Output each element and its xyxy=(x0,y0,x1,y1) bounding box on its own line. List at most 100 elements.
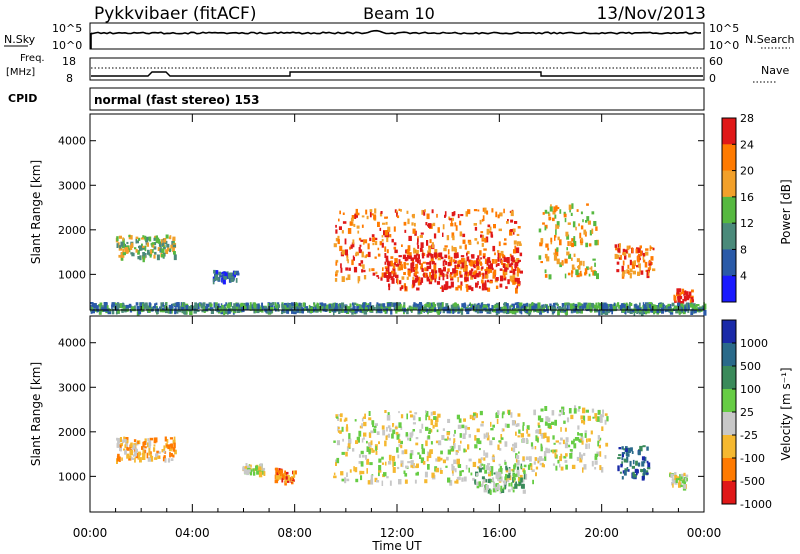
power-echo-cell xyxy=(392,263,395,266)
power-echo-cell xyxy=(500,250,504,256)
power-echo-cell xyxy=(157,247,161,251)
velocity-echo-cell xyxy=(520,465,523,469)
velocity-echo-cell xyxy=(376,480,380,483)
velocity-echo-cell xyxy=(361,423,363,428)
velocity-echo-cell xyxy=(522,425,524,431)
velocity-echo-cell xyxy=(498,440,502,443)
power-echo-cell xyxy=(449,218,452,221)
power-echo-cell xyxy=(677,297,681,303)
velocity-echo-cell xyxy=(537,438,539,443)
power-echo-cell xyxy=(586,304,590,310)
power-echo-cell xyxy=(481,282,485,288)
power-echo-cell xyxy=(685,291,689,297)
power-echo-cell xyxy=(483,248,487,251)
power-echo-cell xyxy=(554,302,558,306)
power-echo-cell xyxy=(350,244,353,249)
velocity-echo-cell xyxy=(252,468,255,472)
velocity-echo-cell xyxy=(485,484,489,490)
velocity-echo-cell xyxy=(242,467,246,471)
power-echo-cell xyxy=(414,275,419,278)
velocity-echo-cell xyxy=(126,453,130,459)
velocity-echo-cell xyxy=(387,412,390,417)
velocity-echo-cell xyxy=(544,456,547,461)
power-echo-cell xyxy=(424,209,426,213)
power-echo-cell xyxy=(406,262,409,266)
velocity-echo-cell xyxy=(583,452,586,456)
power-echo-cell xyxy=(484,258,489,264)
velocity-echo-cell xyxy=(563,420,566,424)
velocity-echo-cell xyxy=(461,424,465,429)
power-echo-cell xyxy=(464,271,468,275)
power-echo-cell xyxy=(128,234,131,238)
velocity-echo-cell xyxy=(512,489,515,493)
velocity-echo-cell xyxy=(172,454,175,458)
velocity-echo-cell xyxy=(275,472,277,476)
velocity-echo-cell xyxy=(435,467,439,473)
power-echo-cell xyxy=(404,285,407,291)
velocity-echo-cell xyxy=(441,435,445,440)
velocity-y-axis-label: Slant Range [km] xyxy=(29,362,43,466)
power-echo-cell xyxy=(487,287,491,292)
velocity-echo-cell xyxy=(564,459,568,463)
power-echo-cell xyxy=(270,307,274,311)
power-echo-cell xyxy=(624,309,627,314)
power-echo-cell xyxy=(156,254,160,261)
power-echo-cell xyxy=(126,241,129,245)
velocity-echo-cell xyxy=(681,480,686,484)
power-echo-cell xyxy=(693,305,697,309)
power-echo-cell xyxy=(385,268,388,272)
velocity-echo-cell xyxy=(487,463,491,466)
velocity-y-tick-label: 1000 xyxy=(58,470,86,483)
power-echo-cell xyxy=(377,276,380,279)
velocity-echo-cell xyxy=(378,458,382,463)
velocity-echo-cell xyxy=(381,462,385,465)
power-echo-cell xyxy=(643,252,646,257)
velocity-echo-cell xyxy=(516,455,520,460)
velocity-echo-cell xyxy=(501,488,505,493)
velocity-echo-cell xyxy=(574,437,578,441)
velocity-colorbar-swatch xyxy=(722,366,736,390)
velocity-echo-cell xyxy=(493,481,495,485)
velocity-echo-cell xyxy=(397,454,400,459)
power-echo-cell xyxy=(230,276,234,279)
velocity-echo-cell xyxy=(127,447,131,451)
power-echo-cell xyxy=(591,211,595,215)
velocity-echo-cell xyxy=(430,441,433,445)
power-echo-cell xyxy=(166,245,170,252)
power-echo-cell xyxy=(414,303,417,306)
velocity-echo-cell xyxy=(375,446,377,452)
velocity-echo-cell xyxy=(632,471,635,477)
power-echo-cell xyxy=(645,303,649,309)
velocity-echo-cell xyxy=(482,481,484,486)
power-echo-cell xyxy=(361,307,364,311)
velocity-echo-cell xyxy=(537,422,540,426)
velocity-echo-cell xyxy=(536,429,540,433)
velocity-echo-cell xyxy=(591,460,594,467)
velocity-echo-cell xyxy=(487,471,490,474)
power-echo-cell xyxy=(487,259,489,265)
power-echo-cell xyxy=(481,279,484,284)
power-echo-cell xyxy=(578,223,580,227)
power-echo-cell xyxy=(135,236,139,239)
velocity-echo-cell xyxy=(596,416,600,422)
velocity-echo-cell xyxy=(130,457,135,460)
velocity-echo-cell xyxy=(621,461,623,466)
power-echo-cell xyxy=(467,209,471,215)
power-echo-cell xyxy=(352,239,355,245)
power-echo-cell xyxy=(433,269,436,273)
velocity-echo-cell xyxy=(116,455,120,462)
power-echo-cell xyxy=(127,249,130,253)
velocity-echo-cell xyxy=(157,455,160,459)
velocity-echo-cell xyxy=(495,471,499,477)
power-echo-cell xyxy=(335,229,338,234)
velocity-echo-cell xyxy=(516,459,520,466)
power-echo-cell xyxy=(134,247,137,250)
power-echo-cell xyxy=(539,309,543,315)
velocity-echo-cell xyxy=(255,465,259,470)
power-echo-cell xyxy=(169,235,172,240)
velocity-echo-cell xyxy=(594,467,597,470)
power-echo-cell xyxy=(560,262,564,265)
velocity-echo-cell xyxy=(527,433,531,437)
velocity-echo-cell xyxy=(369,462,373,466)
power-echo-cell xyxy=(667,303,671,307)
